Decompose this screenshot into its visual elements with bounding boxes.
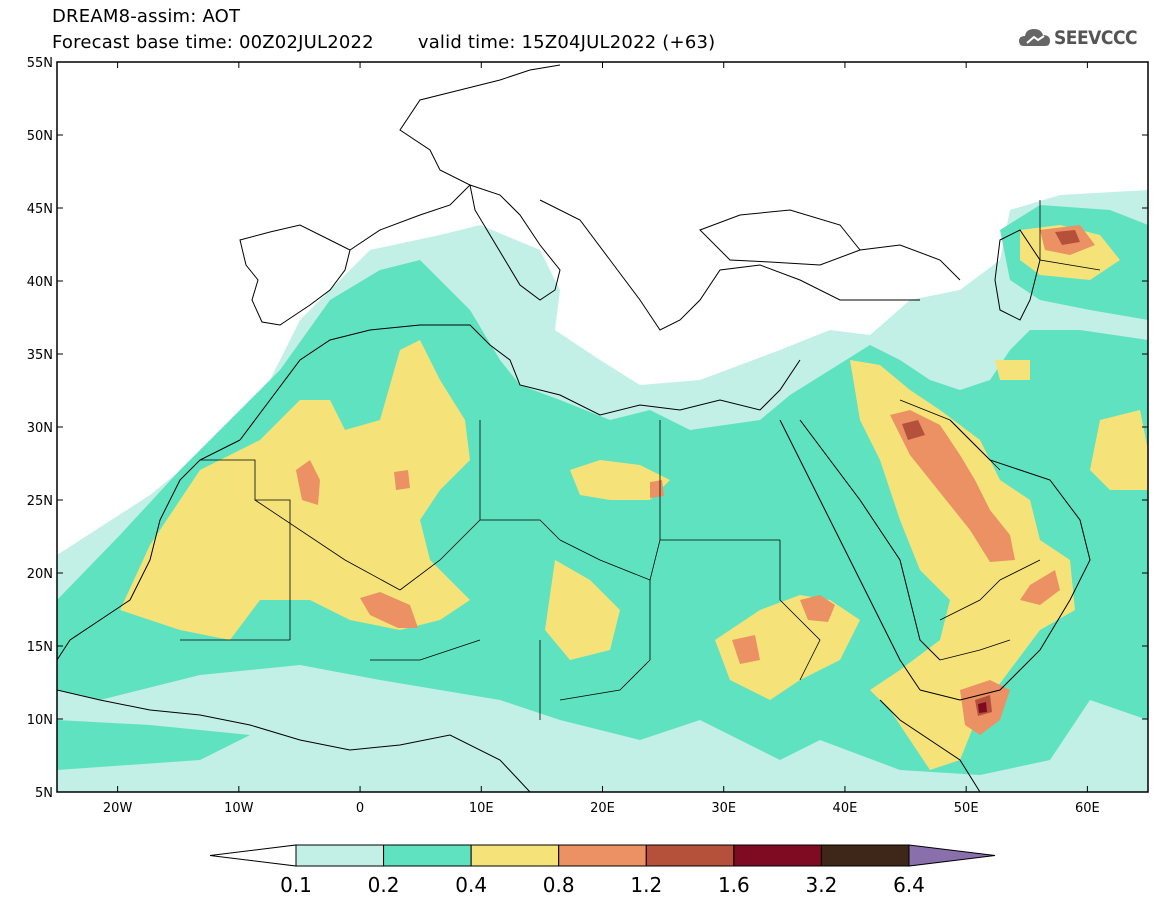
lat-tick-label: 10N <box>27 713 53 728</box>
colorbar: 0.1 0.2 0.4 0.8 1.2 1.6 3.2 6.4 <box>209 844 996 897</box>
colorbar-label: 0.2 <box>368 873 400 897</box>
lon-tick-label: 20W <box>103 801 133 816</box>
aot-level-1.6 <box>978 702 987 713</box>
colorbar-swatch <box>558 844 647 867</box>
base-time-label: Forecast base time: 00Z02JUL2022 <box>52 32 374 53</box>
lon-tick-label: 20E <box>590 801 615 816</box>
time-line: Forecast base time: 00Z02JUL2022 valid ti… <box>52 32 715 53</box>
colorbar-label: 1.2 <box>630 873 662 897</box>
colorbar-label: 3.2 <box>806 873 838 897</box>
model-title: DREAM8-assim: AOT <box>52 6 241 27</box>
lat-tick-label: 45N <box>27 202 53 217</box>
colorbar-swatch <box>645 844 735 867</box>
coastlines <box>57 64 1091 792</box>
colorbar-label: 0.4 <box>455 873 487 897</box>
colorbar-swatch <box>383 844 472 867</box>
cloud-icon <box>1019 29 1050 46</box>
lat-tick-label: 30N <box>27 421 53 436</box>
latitude-axis: 55N 50N 45N 40N 35N 30N 25N 20N 15N 10N 5N <box>27 56 1148 801</box>
lat-tick-label: 15N <box>27 640 53 655</box>
lon-tick-label: 30E <box>711 801 736 816</box>
lat-tick-label: 40N <box>27 275 53 290</box>
lon-tick-label: 40E <box>833 801 858 816</box>
lon-tick-label: 0 <box>356 801 364 816</box>
lat-tick-label: 5N <box>35 786 53 801</box>
colorbar-swatch <box>733 844 822 867</box>
colorbar-under-arrow <box>209 844 297 867</box>
aot-field <box>57 62 1148 792</box>
lon-tick-label: 60E <box>1075 801 1100 816</box>
lon-tick-label: 50E <box>954 801 979 816</box>
colorbar-over-arrow <box>908 844 996 867</box>
aot-level-0.4 <box>120 225 1148 770</box>
lat-tick-label: 50N <box>27 129 53 144</box>
colorbar-label: 0.8 <box>543 873 575 897</box>
colorbar-swatch <box>820 844 910 867</box>
longitude-axis: 20W 10W 0 10E 20E 30E 40E 50E 60E <box>103 62 1100 816</box>
colorbar-label: 6.4 <box>893 873 925 897</box>
lon-tick-label: 10W <box>224 801 254 816</box>
valid-time-label: valid time: 15Z04JUL2022 (+63) <box>417 32 716 53</box>
seevccc-logo: SEEVCCC <box>1054 27 1138 49</box>
country-borders <box>180 200 1101 720</box>
lon-tick-label: 10E <box>469 801 494 816</box>
colorbar-swatch <box>295 844 385 867</box>
lat-tick-label: 20N <box>27 567 53 582</box>
lat-tick-label: 55N <box>27 56 53 71</box>
colorbar-swatch <box>470 844 560 867</box>
colorbar-label: 0.1 <box>280 873 312 897</box>
colorbar-label: 1.6 <box>718 873 750 897</box>
lat-tick-label: 35N <box>27 348 53 363</box>
lat-tick-label: 25N <box>27 494 53 509</box>
